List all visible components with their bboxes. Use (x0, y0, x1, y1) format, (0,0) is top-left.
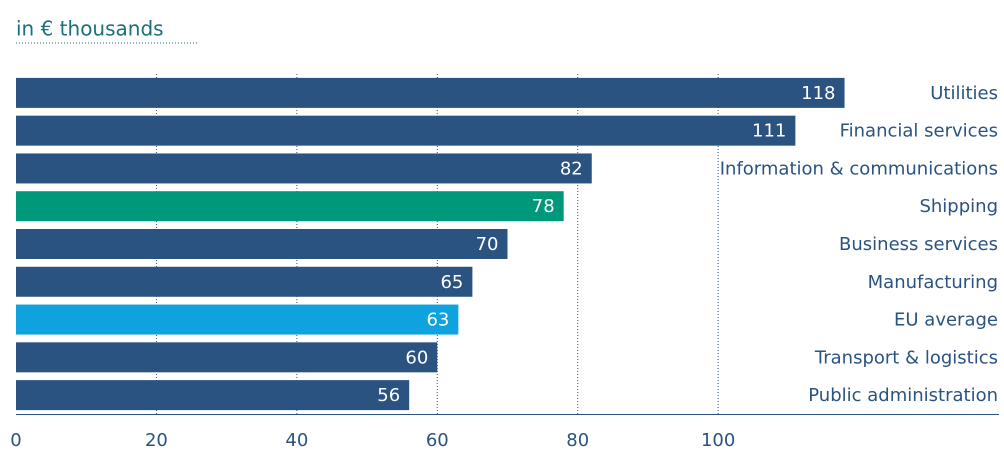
bar (16, 380, 410, 411)
value-label: 78 (532, 196, 555, 217)
category-label: Manufacturing (868, 272, 998, 293)
x-tick-label: 100 (701, 430, 735, 451)
value-label: 111 (752, 121, 786, 142)
category-label: Public administration (808, 385, 998, 406)
x-tick-label: 20 (145, 430, 168, 451)
x-tick-label: 0 (10, 430, 21, 451)
value-label: 118 (801, 83, 835, 104)
category-label: EU average (894, 310, 998, 331)
category-label: Financial services (840, 121, 998, 142)
value-label: 56 (377, 385, 400, 406)
bar (16, 153, 592, 184)
x-tick-label: 80 (566, 430, 589, 451)
bar (16, 342, 438, 373)
bar (16, 191, 564, 222)
x-tick-label: 60 (426, 430, 449, 451)
value-label: 82 (560, 158, 583, 179)
value-label: 60 (405, 347, 428, 368)
category-label: Business services (839, 234, 998, 255)
chart-subtitle: in € thousands (16, 17, 164, 41)
value-label: 63 (426, 310, 449, 331)
bar (16, 266, 473, 297)
category-label: Transport & logistics (814, 347, 998, 368)
category-label: Shipping (919, 196, 998, 217)
category-label: Information & communications (720, 158, 998, 179)
value-label: 65 (440, 272, 463, 293)
bar (16, 304, 459, 335)
bar (16, 229, 508, 259)
x-tick-label: 40 (285, 430, 308, 451)
value-label: 70 (476, 234, 499, 255)
bar (16, 115, 796, 146)
category-label: Utilities (930, 83, 998, 104)
bar (16, 77, 845, 108)
